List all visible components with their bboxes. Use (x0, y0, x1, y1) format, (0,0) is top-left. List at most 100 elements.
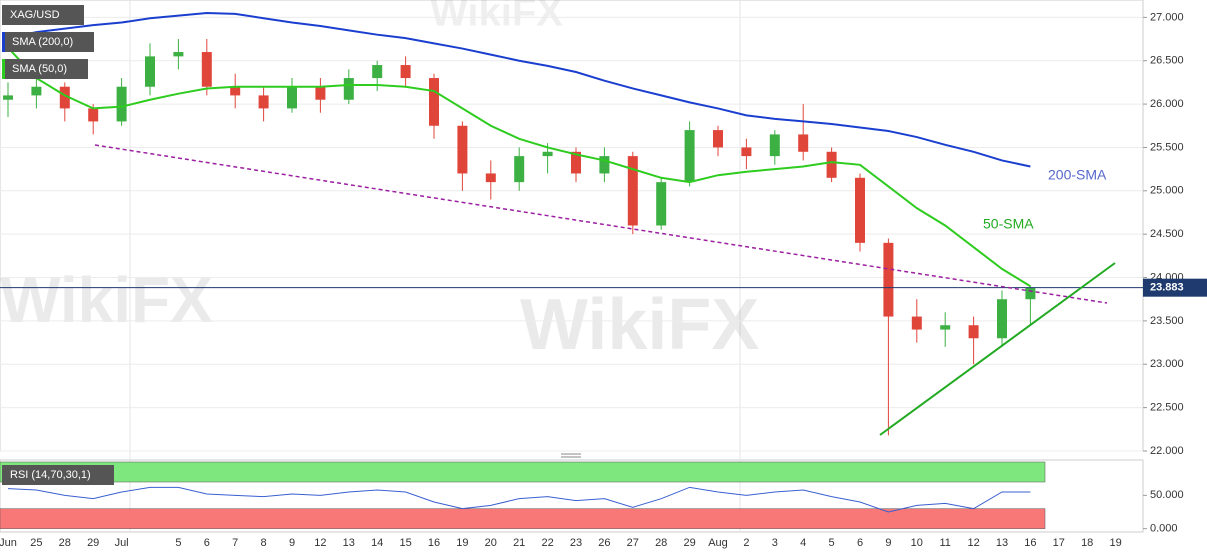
x-tick-label: 11 (939, 537, 950, 549)
x-tick-label: 5 (175, 537, 181, 549)
x-tick-label: 27 (627, 537, 639, 549)
y-tick-label: 22.500 (1150, 402, 1184, 414)
x-tick-label: 26 (598, 537, 610, 549)
y-tick-label: 27.000 (1150, 11, 1184, 23)
candle-body (173, 52, 184, 57)
candle-body (485, 173, 496, 183)
last-price-box (1143, 278, 1207, 297)
x-tick-label: 7 (232, 537, 238, 549)
candle-body (940, 325, 951, 330)
candle-body (343, 78, 354, 100)
x-tick-label: 25 (30, 537, 42, 549)
x-tick-label: 13 (343, 537, 355, 549)
y-tick-label: 50.000 (1150, 489, 1184, 501)
candle-body (201, 52, 212, 87)
watermark: WikiFX (520, 285, 759, 365)
candle-body (968, 325, 979, 339)
annotation: 50-SMA (983, 216, 1034, 232)
legend-box (2, 32, 94, 52)
y-tick-label: 23.000 (1150, 358, 1184, 370)
y-tick-label: 25.000 (1150, 185, 1184, 197)
symbol: XAG/USD (10, 9, 60, 21)
candle-body (911, 316, 922, 330)
candle-body (798, 134, 809, 152)
candle-body (315, 86, 326, 100)
x-tick-label: 18 (1081, 537, 1093, 549)
candle-body (599, 156, 610, 174)
candle-body (769, 134, 780, 157)
candle-body (713, 130, 723, 148)
x-tick-label: 4 (800, 537, 806, 549)
last-price-label: 23.883 (1150, 282, 1184, 294)
candle-body (116, 86, 127, 122)
y-tick-label: 25.500 (1150, 141, 1184, 153)
x-tick-label: 29 (683, 537, 695, 549)
candle-body (59, 86, 70, 109)
candle-body (684, 130, 695, 183)
y-tick-label: 23.500 (1150, 315, 1184, 327)
legend-box (2, 5, 84, 25)
candle-body (627, 156, 638, 226)
candle-body (656, 182, 667, 226)
sma-line (7, 47, 1031, 288)
x-tick-label: 13 (996, 537, 1008, 549)
candle-body (997, 299, 1007, 339)
candle-body (145, 56, 155, 87)
x-tick-label: 12 (314, 537, 326, 549)
candle-body (429, 78, 439, 126)
candle-body (3, 95, 13, 100)
candle-body (457, 125, 468, 174)
candle-body (287, 86, 297, 109)
y-tick-label: 26.500 (1150, 55, 1184, 67)
x-tick-label: 28 (655, 537, 667, 549)
resistance-trendline (94, 144, 1108, 304)
x-tick-label: Aug (708, 537, 728, 549)
x-tick-label: 3 (772, 537, 778, 549)
candle-body (372, 65, 383, 79)
x-tick-label: 2 (743, 537, 749, 549)
x-tick-label: 17 (1053, 537, 1065, 549)
legend-swatch (2, 32, 5, 52)
rsi-band (0, 461, 1046, 483)
candle-body (571, 151, 581, 174)
candle-body (230, 86, 241, 96)
x-tick-label: 5 (829, 537, 835, 549)
candle-body (855, 177, 865, 243)
x-tick-label: 28 (59, 537, 71, 549)
legend-label: SMA (50,0) (12, 63, 67, 75)
support-trendline (879, 262, 1116, 436)
candle-body (883, 242, 894, 317)
plot-area (0, 0, 1144, 452)
candle-body (31, 86, 42, 96)
y-tick-label: 0.000 (1150, 523, 1178, 535)
x-tick-label: 12 (967, 537, 979, 549)
rsi-line (7, 486, 1031, 513)
y-tick-label: 22.000 (1150, 445, 1184, 457)
candle-body (258, 95, 269, 109)
candle-body (542, 151, 553, 157)
legend-box (2, 465, 114, 485)
candle-body (741, 147, 752, 157)
candle-body (400, 65, 411, 79)
x-tick-label: 6 (857, 537, 863, 549)
legend-swatch (2, 59, 5, 79)
x-tick-label: 19 (456, 537, 468, 549)
x-tick-label: 19 (1109, 537, 1121, 549)
x-tick-label: 16 (1024, 537, 1036, 549)
candle-body (1025, 287, 1036, 300)
legend-box (2, 59, 88, 79)
candle-body (514, 156, 525, 183)
legend-label: SMA (200,0) (12, 36, 73, 48)
x-tick-label: 29 (87, 537, 99, 549)
x-tick-label: 9 (885, 537, 891, 549)
annotation: 200-SMA (1048, 167, 1107, 183)
x-tick-label: Jun (0, 537, 17, 549)
rsi-band (0, 508, 1046, 529)
x-tick-label: 21 (513, 537, 525, 549)
watermark: WikiFX (0, 264, 213, 336)
x-tick-label: 15 (399, 537, 411, 549)
rsi-title: RSI (14,70,30,1) (10, 469, 91, 481)
x-tick-label: 16 (428, 537, 440, 549)
